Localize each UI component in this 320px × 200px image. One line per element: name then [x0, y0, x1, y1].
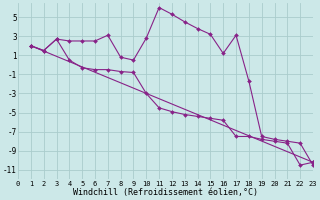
X-axis label: Windchill (Refroidissement éolien,°C): Windchill (Refroidissement éolien,°C) — [73, 188, 258, 197]
